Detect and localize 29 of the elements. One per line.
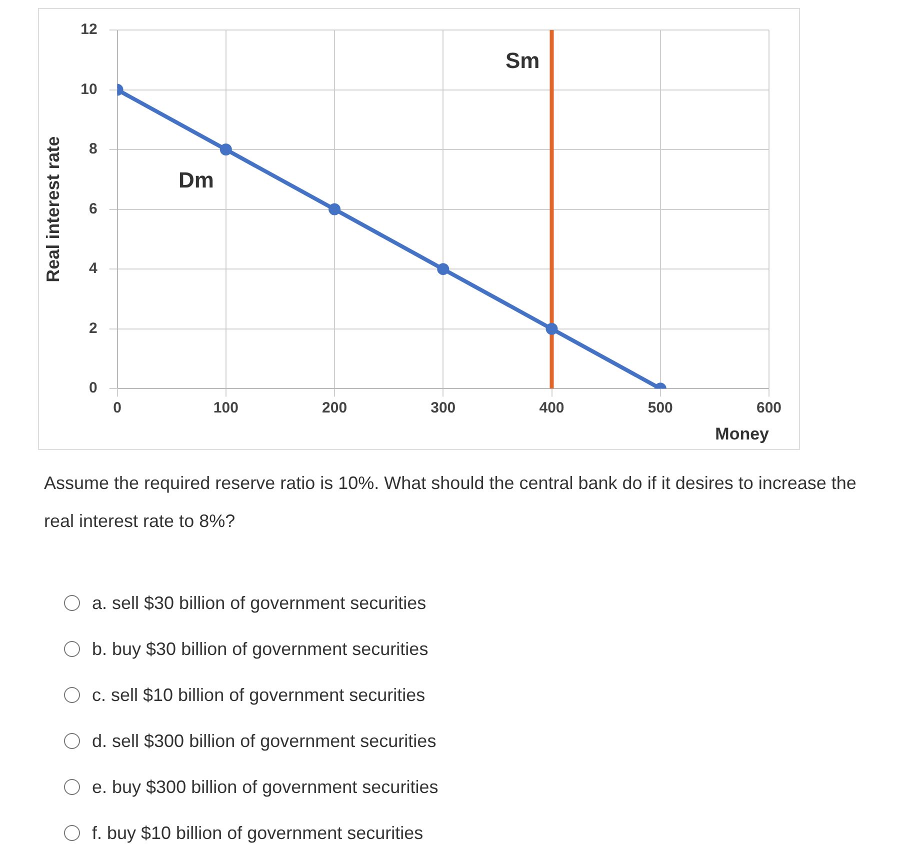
- text: c. sell $10 billion of government securities: [92, 684, 426, 707]
- text: e. buy $300 billion of government securities: [92, 776, 438, 799]
- x-tick-label: 500: [648, 400, 673, 417]
- text: f. buy $10 billion of government securities: [92, 822, 424, 845]
- x-tick-label: 600: [756, 400, 782, 417]
- x-axis-title: Money: [715, 424, 770, 444]
- series-label: Dm: [178, 168, 214, 193]
- text: d. sell $300 billion of government securities: [92, 730, 436, 753]
- y-tick-label: 2: [88, 320, 98, 337]
- y-tick-label: 10: [80, 80, 98, 98]
- y-tick-label: 4: [88, 260, 98, 278]
- point: [220, 144, 232, 156]
- text: b. buy $30 billion of government securities: [92, 638, 428, 661]
- text: a. sell $30 billion of government securities: [92, 592, 426, 615]
- y-axis-title: Real interest rate: [42, 136, 63, 282]
- x-tick-label: 300: [430, 400, 456, 417]
- series-label: Sm: [506, 48, 540, 74]
- point: [546, 322, 558, 335]
- x-tick-label: 400: [539, 400, 564, 417]
- y-tick-label: 0: [88, 380, 98, 397]
- x-tick-label: 0: [113, 400, 122, 417]
- x-tick-label: 100: [213, 400, 238, 417]
- x-tick-label: 200: [322, 400, 348, 417]
- text: Assume the required reserve ratio is 10%. What should the central bank do if it desires to increase the real interest rate to 8%?: [44, 472, 858, 533]
- point: [328, 203, 341, 216]
- y-tick-label: 12: [80, 21, 98, 38]
- y-tick-label: 8: [88, 140, 98, 158]
- point: [437, 263, 450, 276]
- y-tick-label: 6: [88, 200, 98, 218]
